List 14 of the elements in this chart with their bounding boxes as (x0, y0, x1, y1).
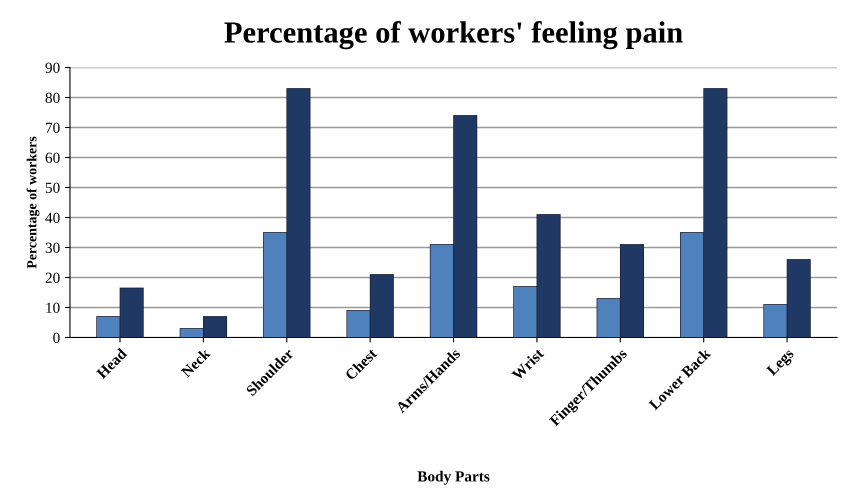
y-tick-label: 30 (46, 242, 60, 253)
x-tick-label: Legs (766, 348, 797, 378)
y-tick-label: 40 (45, 212, 60, 223)
y-tick-label: 0 (53, 332, 60, 343)
y-tick-label: 20 (46, 272, 60, 283)
y-tick-label: 50 (46, 182, 60, 193)
y-tick-label: 70 (46, 122, 60, 133)
y-tick-label: 90 (45, 62, 60, 73)
y-axis-title: Percentage of workers (26, 136, 40, 268)
x-axis-title: Body Parts (418, 470, 490, 485)
y-tick-label: 60 (46, 152, 60, 163)
y-tick-label: 80 (46, 92, 60, 103)
chart-title: Percentage of workers' feeling pain (224, 20, 683, 50)
y-tick-label: 10 (46, 302, 60, 313)
